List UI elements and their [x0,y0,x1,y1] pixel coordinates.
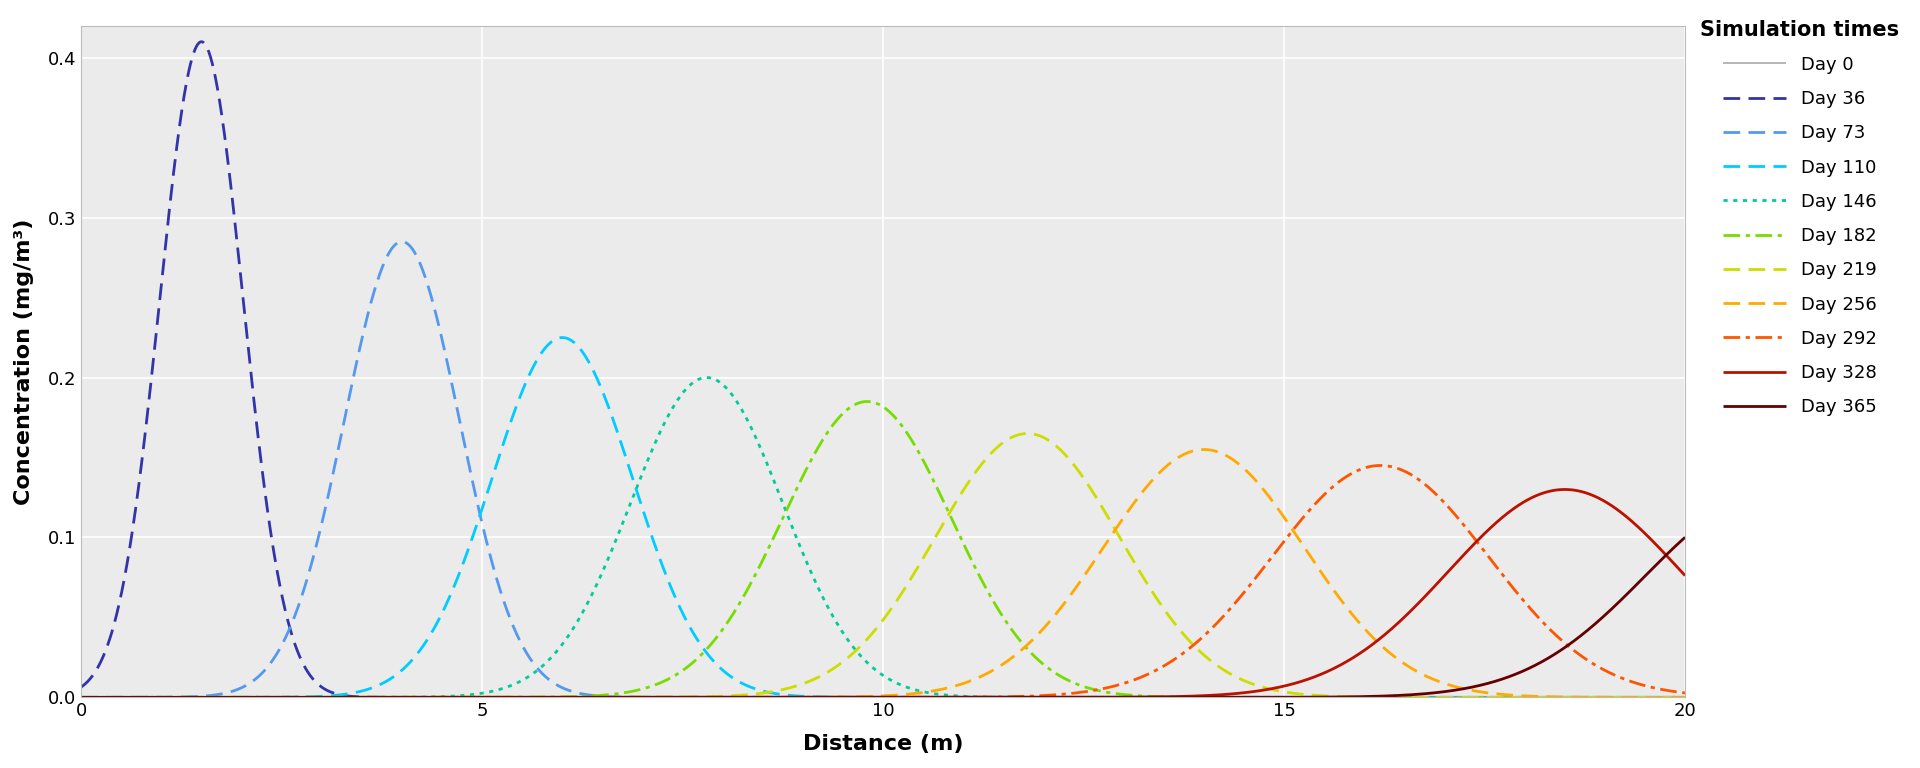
Legend: Day 0, Day 36, Day 73, Day 110, Day 146, Day 182, Day 219, Day 256, Day 292, Day: Day 0, Day 36, Day 73, Day 110, Day 146,… [1693,12,1907,423]
X-axis label: Distance (m): Distance (m) [803,734,964,754]
Y-axis label: Concentration (mg/m³): Concentration (mg/m³) [13,218,35,505]
